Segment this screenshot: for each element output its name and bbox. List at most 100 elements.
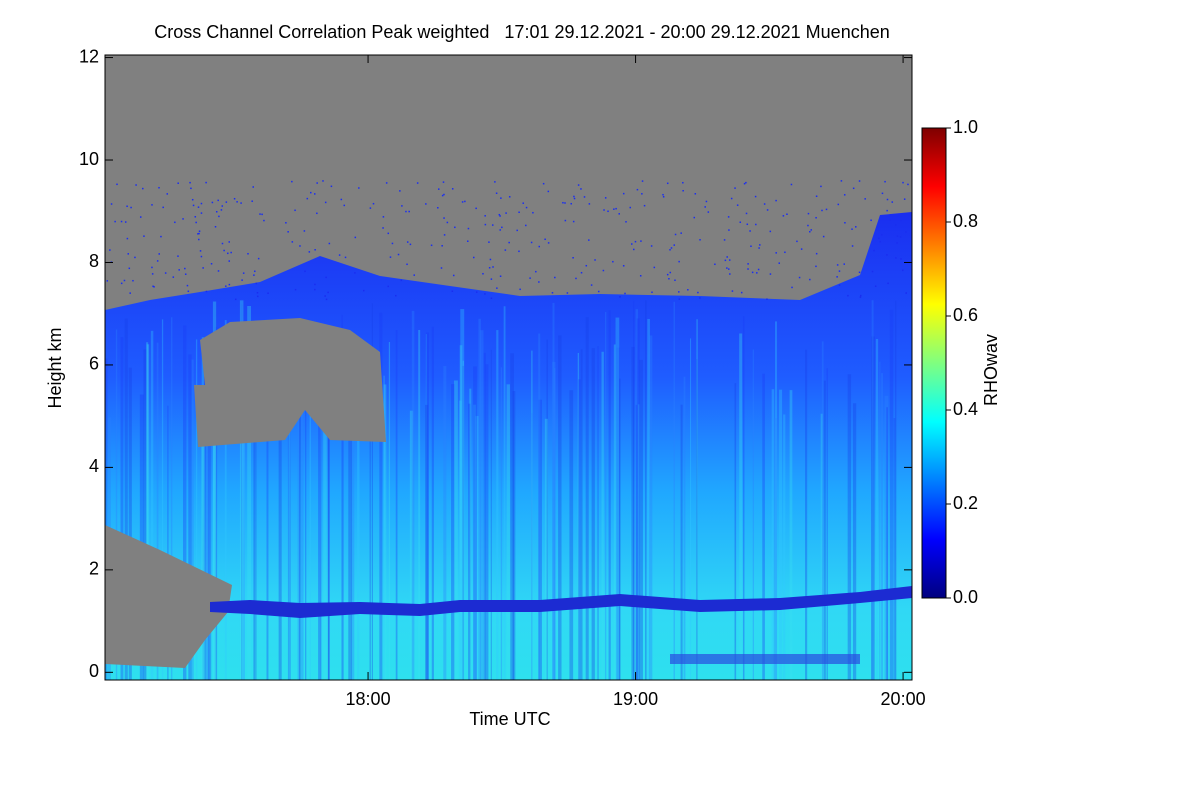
texture [221,205,224,207]
texture [253,378,256,680]
texture [670,654,860,664]
texture [783,414,786,680]
texture [871,300,874,680]
texture [400,279,403,282]
texture [535,270,537,273]
texture [522,202,525,204]
texture [191,198,194,201]
texture [195,339,198,680]
texture [902,181,904,184]
texture [590,284,593,286]
texture [239,300,244,680]
texture [508,241,510,244]
texture [887,282,889,285]
texture [747,263,749,265]
texture [211,201,214,204]
texture [518,211,520,214]
texture [728,268,730,270]
colorbar-tick-label: 0.2 [953,493,978,513]
texture [247,306,252,680]
texture [105,358,108,680]
texture [821,341,824,680]
texture [322,180,324,182]
texture [648,335,653,680]
texture [425,334,427,680]
texture [214,326,218,680]
texture [397,253,400,256]
texture [495,192,498,194]
texture [383,375,385,680]
texture [383,384,387,680]
texture [408,210,410,213]
texture [496,287,498,289]
texture [340,198,343,201]
texture [156,342,159,680]
texture [488,267,491,269]
texture [314,249,316,251]
texture [158,186,160,189]
texture [468,403,471,680]
texture [905,292,907,294]
texture [299,245,301,247]
texture [602,269,605,272]
texture [178,269,180,271]
texture [288,413,291,680]
texture [314,288,316,291]
texture [637,404,640,680]
texture [201,401,205,680]
colorbar-label: RHOwav [981,334,1001,406]
texture [451,384,455,680]
texture [525,224,527,227]
texture [194,216,197,218]
texture [858,271,861,274]
texture [597,290,600,293]
texture [538,245,541,248]
texture [214,226,217,228]
texture [228,241,230,243]
texture [127,253,130,255]
texture [607,210,609,213]
texture [670,247,673,249]
texture [820,413,823,680]
texture [669,249,671,251]
texture [666,182,669,185]
texture [542,182,545,185]
texture [177,182,179,184]
texture [815,265,817,268]
texture [242,418,245,680]
texture [624,292,626,295]
texture [825,208,828,211]
texture [800,248,803,250]
texture [189,181,191,184]
texture [151,273,154,275]
texture [729,273,731,275]
texture [187,290,190,293]
texture [564,202,566,204]
texture [585,264,588,267]
texture [544,238,546,241]
texture [151,266,153,269]
texture [575,277,577,280]
texture [900,219,902,222]
texture [233,197,236,200]
texture [190,187,192,190]
texture [504,249,507,251]
texture [464,200,466,203]
texture [594,259,596,261]
texture [755,223,757,226]
texture [287,231,289,233]
texture [608,310,611,680]
texture [612,260,614,263]
texture [769,273,772,275]
texture [613,208,615,210]
texture [129,292,131,294]
texture [304,270,306,273]
texture [895,224,897,226]
texture [151,204,153,206]
texture [218,215,220,218]
texture [782,215,785,217]
texture [501,226,503,229]
texture [443,217,445,219]
texture [183,325,187,680]
texture [836,276,838,278]
